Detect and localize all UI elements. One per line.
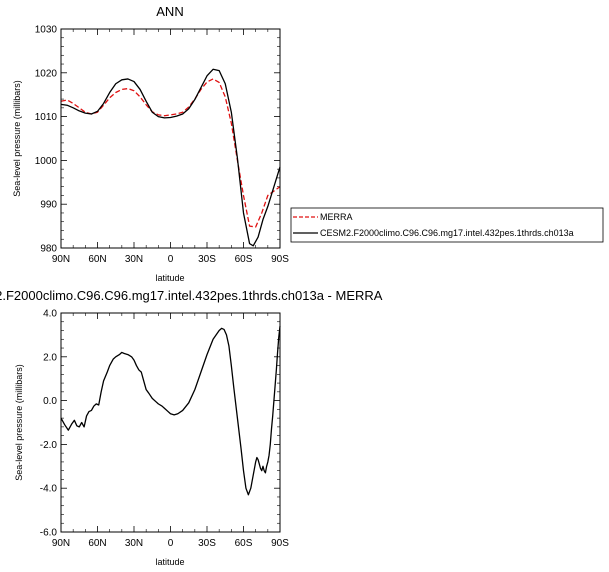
x-tick-label: 30S	[198, 254, 216, 265]
y-tick-label: 1020	[35, 68, 58, 79]
x-tick-label: 0	[168, 538, 174, 549]
legend-label-merra: MERRA	[320, 212, 353, 222]
x-tick-label: 60N	[88, 538, 106, 549]
x-tick-label: 60S	[235, 538, 253, 549]
chart-top-title: ANN	[156, 4, 183, 19]
series-line-1-0	[60, 326, 281, 496]
y-tick-label: -6.0	[40, 528, 58, 539]
x-tick-label: 30N	[125, 538, 143, 549]
series-line-0-1	[60, 68, 281, 247]
x-tick-label: 30N	[125, 254, 143, 265]
chart-bottom: CESM2.F2000climo.C96.C96.mg17.intel.432p…	[0, 288, 383, 567]
chart-top-frame	[60, 28, 281, 249]
chart-bottom-title: CESM2.F2000climo.C96.C96.mg17.intel.432p…	[0, 288, 383, 303]
y-tick-label: 1010	[35, 112, 58, 123]
x-tick-label: 90S	[271, 538, 289, 549]
chart-bottom-frame	[60, 312, 281, 533]
x-tick-label: 60S	[235, 254, 253, 265]
x-tick-label: 90N	[52, 254, 70, 265]
y-tick-label: 4.0	[43, 309, 57, 320]
chart-bottom-xlabel: latitude	[155, 557, 184, 567]
y-tick-label: 2.0	[43, 352, 57, 363]
y-tick-label: 0.0	[43, 396, 57, 407]
y-tick-label: 980	[40, 244, 57, 255]
x-tick-label: 90N	[52, 538, 70, 549]
y-tick-label: 1000	[35, 156, 58, 167]
legend-box	[290, 207, 604, 243]
legend: MERRA CESM2.F2000climo.C96.C96.mg17.inte…	[290, 207, 604, 243]
chart-bottom-ylabel: Sea-level pressure (millibars)	[14, 364, 24, 481]
y-tick-label: 990	[40, 200, 57, 211]
chart-top: ANN 90N 60N 30N 0 30S 60S 90S 980 990 1000 1010 102…	[12, 4, 289, 283]
y-tick-label: 1030	[35, 25, 58, 36]
y-tick-label: -4.0	[40, 484, 58, 495]
x-tick-label: 0	[168, 254, 174, 265]
chart-top-xlabel: latitude	[155, 273, 184, 283]
series-line-0-0	[60, 78, 281, 228]
legend-label-cesm: CESM2.F2000climo.C96.C96.mg17.intel.432p…	[320, 228, 574, 238]
y-tick-label: -2.0	[40, 440, 58, 451]
x-tick-label: 30S	[198, 538, 216, 549]
x-tick-label: 60N	[88, 254, 106, 265]
chart-top-ylabel: Sea-level pressure (millibars)	[12, 80, 22, 197]
x-tick-label: 90S	[271, 254, 289, 265]
